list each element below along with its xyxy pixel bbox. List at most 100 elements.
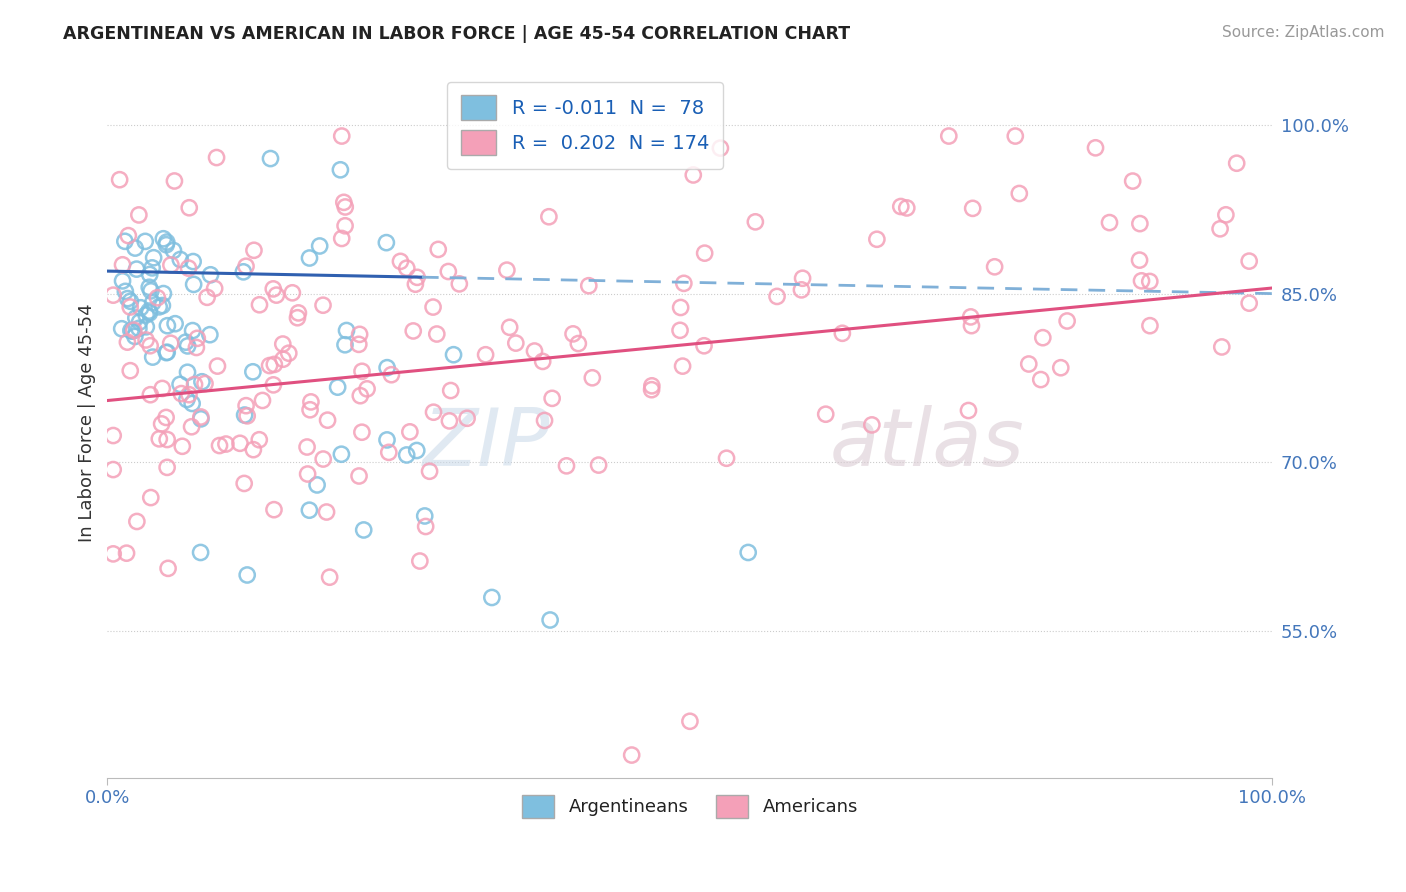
Point — [669, 301, 692, 315]
Point — [180, 419, 202, 434]
Text: Source: ZipAtlas.com: Source: ZipAtlas.com — [1222, 25, 1385, 40]
Y-axis label: In Labor Force | Age 45-54: In Labor Force | Age 45-54 — [79, 304, 96, 542]
Point — [578, 278, 600, 293]
Point — [115, 546, 138, 560]
Point — [298, 251, 321, 265]
Point — [142, 251, 165, 265]
Point — [122, 323, 145, 337]
Point — [766, 289, 789, 303]
Point — [179, 201, 201, 215]
Point — [1122, 174, 1144, 188]
Point — [672, 277, 695, 291]
Point — [641, 379, 664, 393]
Point — [191, 375, 214, 389]
Point — [174, 335, 197, 350]
Point — [142, 350, 165, 364]
Point — [308, 239, 330, 253]
Point — [233, 408, 256, 422]
Point — [1004, 129, 1026, 144]
Point — [866, 232, 889, 246]
Point — [335, 200, 357, 214]
Point — [172, 439, 194, 453]
Point — [422, 300, 444, 314]
Point — [208, 438, 231, 452]
Point — [200, 268, 222, 282]
Point — [298, 503, 321, 517]
Point — [183, 277, 205, 292]
Point — [299, 395, 322, 409]
Point — [1098, 216, 1121, 230]
Point — [108, 172, 131, 186]
Point — [496, 263, 519, 277]
Point — [1209, 222, 1232, 236]
Point — [983, 260, 1005, 274]
Point — [186, 341, 208, 355]
Point — [128, 208, 150, 222]
Point — [139, 284, 162, 298]
Point — [860, 417, 883, 432]
Point — [125, 262, 148, 277]
Point — [1211, 340, 1233, 354]
Point — [281, 285, 304, 300]
Point — [409, 554, 432, 568]
Point — [443, 348, 465, 362]
Point — [349, 327, 371, 342]
Point — [111, 258, 134, 272]
Point — [287, 310, 309, 325]
Point — [1018, 357, 1040, 371]
Point — [375, 433, 398, 447]
Point — [207, 359, 229, 373]
Point — [523, 344, 546, 359]
Point — [330, 129, 353, 144]
Point — [957, 403, 980, 417]
Point — [262, 282, 284, 296]
Point — [350, 364, 373, 378]
Point — [333, 219, 356, 233]
Point — [349, 389, 371, 403]
Point — [330, 231, 353, 245]
Point — [640, 383, 662, 397]
Point — [456, 411, 478, 425]
Point — [236, 409, 259, 423]
Point — [1129, 217, 1152, 231]
Point — [312, 452, 335, 467]
Point — [247, 433, 270, 447]
Point — [962, 202, 984, 216]
Point — [243, 244, 266, 258]
Point — [326, 380, 349, 394]
Point — [152, 286, 174, 301]
Point — [111, 274, 134, 288]
Point — [329, 162, 352, 177]
Text: ARGENTINEAN VS AMERICAN IN LABOR FORCE | AGE 45-54 CORRELATION CHART: ARGENTINEAN VS AMERICAN IN LABOR FORCE |… — [63, 25, 851, 43]
Point — [271, 337, 294, 351]
Point — [160, 258, 183, 272]
Point — [156, 460, 179, 475]
Point — [235, 259, 257, 273]
Point — [295, 440, 318, 454]
Point — [896, 201, 918, 215]
Point — [120, 364, 142, 378]
Point — [1032, 331, 1054, 345]
Point — [120, 324, 142, 338]
Point — [259, 359, 281, 373]
Point — [263, 358, 285, 372]
Point — [176, 365, 198, 379]
Point — [129, 301, 152, 315]
Point — [330, 447, 353, 461]
Point — [375, 235, 398, 250]
Point — [1029, 373, 1052, 387]
Point — [156, 433, 179, 447]
Point — [194, 376, 217, 391]
Point — [481, 591, 503, 605]
Point — [1128, 253, 1150, 268]
Point — [135, 308, 157, 322]
Point — [124, 241, 146, 255]
Point — [120, 300, 142, 314]
Point — [419, 464, 441, 478]
Point — [117, 335, 139, 350]
Point — [156, 235, 179, 249]
Legend: Argentineans, Americans: Argentineans, Americans — [515, 788, 865, 825]
Point — [335, 324, 357, 338]
Point — [165, 317, 187, 331]
Point — [693, 246, 716, 260]
